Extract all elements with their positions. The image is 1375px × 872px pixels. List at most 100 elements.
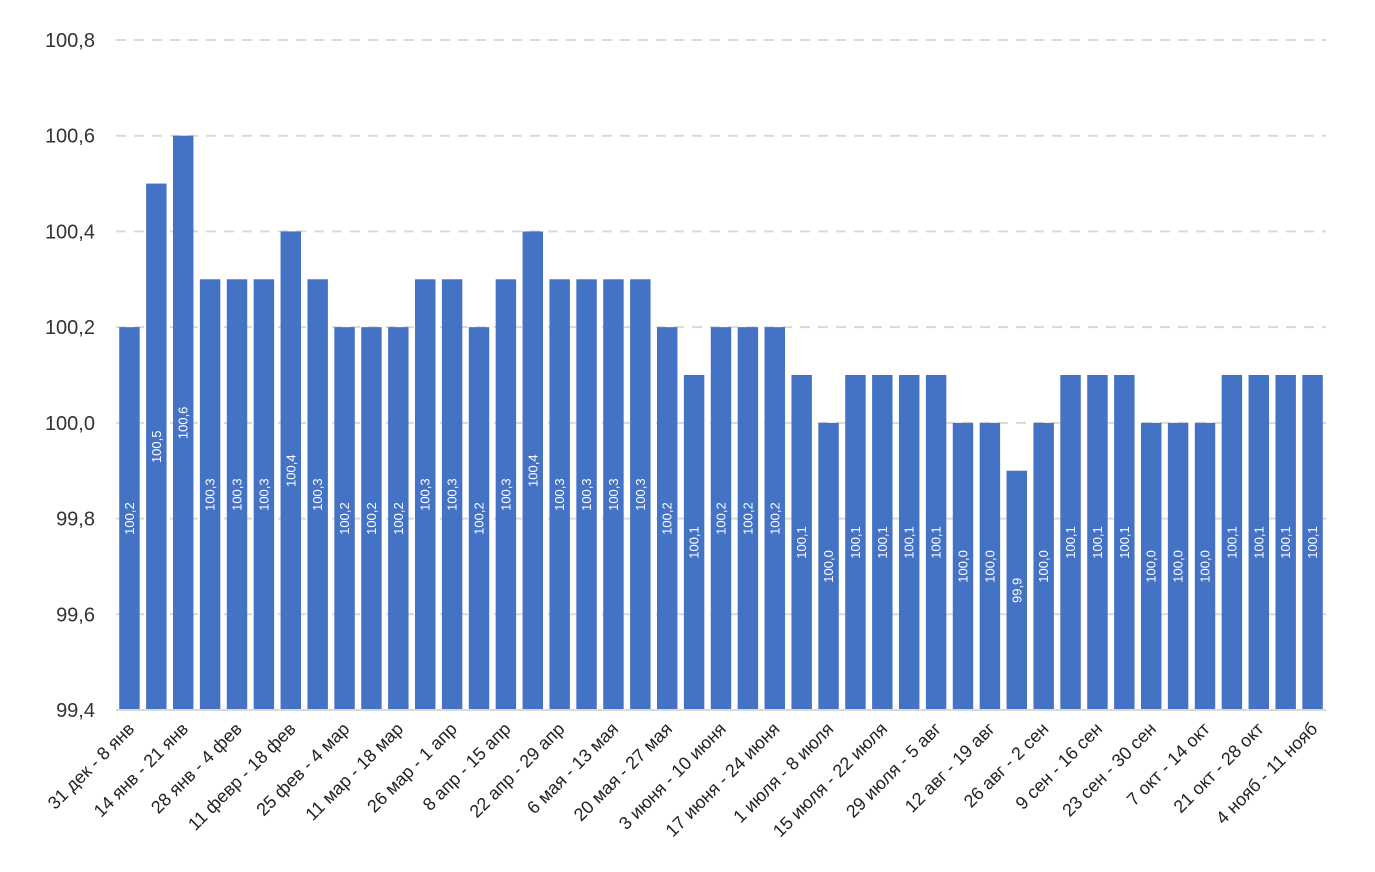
data-label: 100,3 xyxy=(579,478,594,511)
bar xyxy=(1194,422,1216,710)
data-label: 100,3 xyxy=(310,478,325,511)
data-label: 100,1 xyxy=(1224,526,1239,559)
data-label: 100,2 xyxy=(122,502,137,535)
bar xyxy=(1248,375,1269,710)
bar xyxy=(1033,422,1054,710)
y-tick-label: 100,8 xyxy=(45,30,95,52)
x-tick-label: 14 янв - 21 янв xyxy=(90,719,192,821)
data-label: 100,2 xyxy=(337,502,352,535)
data-label: 100,2 xyxy=(767,502,782,535)
bar xyxy=(307,279,328,710)
bar xyxy=(1302,375,1323,710)
bar xyxy=(280,231,301,710)
bar xyxy=(845,375,866,710)
y-tick-label: 100,6 xyxy=(45,126,95,148)
bar xyxy=(441,279,463,710)
x-tick-label: 23 сен - 30 сен xyxy=(1058,719,1160,821)
data-label: 100,0 xyxy=(956,550,971,583)
bar xyxy=(576,279,597,710)
data-label: 100,1 xyxy=(687,526,702,559)
x-tick-label: 1 июля - 8 июля xyxy=(729,719,837,827)
data-label: 100,0 xyxy=(1144,550,1159,583)
x-tick-label: 29 июля - 5 авг xyxy=(842,718,945,821)
data-label: 100,0 xyxy=(1171,550,1186,583)
bar xyxy=(1006,470,1027,710)
data-label: 100,1 xyxy=(902,526,917,559)
data-label: 100,1 xyxy=(1278,526,1293,559)
bar xyxy=(630,279,651,710)
data-label: 100,3 xyxy=(498,478,513,511)
data-label: 100,1 xyxy=(1063,526,1078,559)
bar xyxy=(1114,375,1135,710)
data-label: 100,0 xyxy=(1036,550,1051,583)
bar xyxy=(603,279,624,710)
data-label: 100,3 xyxy=(418,478,433,511)
data-label: 100,4 xyxy=(525,454,540,487)
bar xyxy=(818,422,839,710)
y-tick-label: 99,6 xyxy=(56,604,95,626)
x-tick-label: 6 мая - 13 мая xyxy=(523,719,622,818)
data-label: 100,1 xyxy=(848,526,863,559)
bar xyxy=(952,422,974,710)
data-label: 100,2 xyxy=(364,502,379,535)
data-label: 100,4 xyxy=(283,454,298,487)
bar xyxy=(522,231,543,710)
data-label: 100,2 xyxy=(714,502,729,535)
data-label: 100,3 xyxy=(552,478,567,511)
x-tick-label: 11 мар - 18 мар xyxy=(301,719,407,825)
data-label: 100,3 xyxy=(230,478,245,511)
bar xyxy=(199,279,221,710)
data-label: 100,0 xyxy=(821,550,836,583)
bar xyxy=(119,327,140,710)
data-labels: 100,2 100,5 100,6 100,3 100,3 100,3 100,4 100,3… xyxy=(122,407,1320,603)
bar xyxy=(1060,375,1081,710)
bar xyxy=(979,422,1001,710)
data-label: 100,3 xyxy=(445,478,460,511)
data-label: 99,9 xyxy=(1009,578,1024,603)
data-label: 100,1 xyxy=(1117,526,1132,559)
bar xyxy=(173,135,194,710)
bars xyxy=(119,135,1323,711)
bar xyxy=(657,327,678,710)
y-tick-label: 100,0 xyxy=(45,413,95,435)
bar xyxy=(899,375,920,710)
data-label: 100,6 xyxy=(176,407,191,440)
bar xyxy=(226,279,248,710)
y-tick-label: 99,4 xyxy=(56,700,95,722)
data-label: 100,3 xyxy=(203,478,218,511)
bar xyxy=(1167,422,1189,710)
data-label: 100,1 xyxy=(794,526,809,559)
data-label: 100,1 xyxy=(875,526,890,559)
bar xyxy=(925,375,947,710)
y-tick-label: 100,2 xyxy=(45,317,95,339)
bar xyxy=(549,279,570,710)
bar xyxy=(791,375,812,710)
data-label: 100,0 xyxy=(1198,550,1213,583)
bar xyxy=(1087,375,1108,710)
bar xyxy=(361,327,382,710)
data-label: 100,2 xyxy=(740,502,755,535)
bar xyxy=(1275,375,1296,710)
bar xyxy=(146,183,167,711)
x-tick-label: 22 апр - 29 апр xyxy=(466,719,569,822)
bar xyxy=(764,327,785,710)
bar xyxy=(683,375,705,710)
x-tick-label: 4 нояб - 11 нояб xyxy=(1212,719,1321,828)
bar xyxy=(872,375,893,710)
bar xyxy=(1141,422,1162,710)
data-label: 100,3 xyxy=(256,478,271,511)
data-label: 100,5 xyxy=(149,431,164,464)
data-label: 100,0 xyxy=(982,550,997,583)
data-label: 100,1 xyxy=(929,526,944,559)
bar xyxy=(388,327,409,710)
bar xyxy=(710,327,732,710)
x-tick-label: 25 фев - 4 мар xyxy=(252,719,353,820)
bar xyxy=(1221,375,1243,710)
y-axis: 99,4 99,6 99,8 100,0 100,2 100,4 100,6 100,8 xyxy=(45,30,95,722)
data-label: 100,2 xyxy=(660,502,675,535)
bar xyxy=(253,279,275,710)
data-label: 100,3 xyxy=(633,478,648,511)
y-tick-label: 100,4 xyxy=(45,221,95,243)
